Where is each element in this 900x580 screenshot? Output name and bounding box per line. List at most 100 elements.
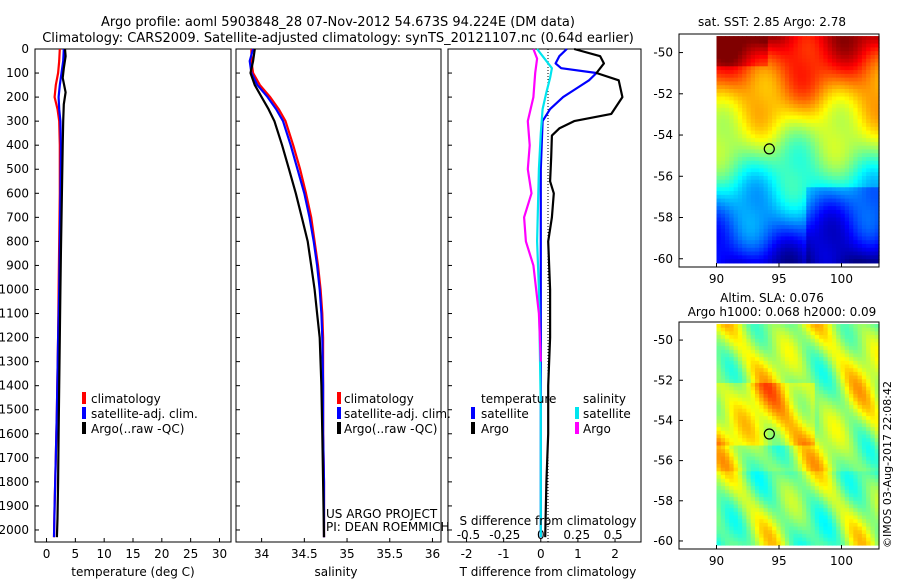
- heatmap-cell: [780, 335, 786, 340]
- heatmap-cell: [780, 85, 786, 90]
- heatmap-cell: [874, 92, 880, 98]
- heatmap-cell: [857, 81, 863, 86]
- heatmap-cell: [810, 66, 816, 71]
- heatmap-cell: [733, 522, 739, 528]
- heatmap-cell: [831, 478, 837, 483]
- heatmap-cell: [831, 537, 837, 542]
- heatmap-cell: [802, 240, 807, 245]
- heatmap-cell: [874, 408, 880, 413]
- heatmap-cell: [746, 247, 752, 253]
- heatmap-cell: [819, 430, 825, 436]
- heatmap-cell: [720, 533, 726, 539]
- heatmap-cell: [819, 408, 825, 413]
- heatmap-cell: [866, 342, 872, 347]
- heatmap-cell: [840, 153, 846, 158]
- heatmap-cell: [844, 379, 850, 384]
- heatmap-cell: [853, 526, 859, 531]
- heatmap-cell: [729, 145, 735, 151]
- heatmap-cell: [780, 478, 786, 483]
- heatmap-cell: [759, 519, 765, 524]
- heatmap-cell: [720, 217, 726, 222]
- heatmap-cell: [844, 493, 850, 498]
- heatmap-cell: [793, 386, 799, 391]
- heatmap-cell: [810, 43, 816, 48]
- heatmap-cell: [844, 471, 850, 476]
- heatmap-cell: [797, 460, 803, 465]
- heatmap-cell: [819, 397, 825, 402]
- heatmap-cell: [737, 243, 743, 249]
- heatmap-cell: [857, 511, 863, 517]
- heatmap-cell: [784, 331, 790, 336]
- heatmap-cell: [725, 92, 730, 98]
- heatmap-cell: [836, 460, 842, 465]
- heatmap-cell: [742, 486, 748, 491]
- heatmap-cell: [759, 217, 765, 222]
- heatmap-cell: [776, 138, 782, 143]
- heatmap-cell: [844, 441, 850, 447]
- heatmap-cell: [789, 66, 795, 71]
- heatmap-cell: [780, 434, 786, 439]
- heatmap-cell: [754, 104, 760, 109]
- heatmap-cell: [776, 240, 782, 245]
- heatmap-cell: [784, 153, 790, 158]
- heatmap-cell: [831, 66, 837, 71]
- heatmap-cell: [716, 217, 722, 222]
- heatmap-cell: [849, 497, 854, 502]
- heatmap-cell: [870, 405, 876, 410]
- heatmap-cell: [733, 130, 739, 135]
- heatmap-cell: [853, 175, 859, 181]
- heatmap-cell: [840, 371, 846, 377]
- heatmap-cell: [759, 401, 765, 406]
- heatmap-cell: [823, 255, 829, 260]
- heatmap-cell: [797, 331, 803, 336]
- heatmap-cell: [737, 412, 743, 417]
- heatmap-cell: [823, 497, 829, 502]
- heatmap-cell: [819, 70, 825, 75]
- heatmap-cell: [750, 497, 756, 502]
- heatmap-cell: [823, 371, 829, 377]
- heatmap-cell: [831, 449, 837, 454]
- heatmap-cell: [759, 134, 765, 139]
- heatmap-cell: [725, 62, 730, 67]
- heatmap-cell: [733, 225, 739, 230]
- heatmap-cell: [823, 508, 829, 513]
- heatmap-cell: [716, 228, 722, 234]
- heatmap-cell: [810, 243, 816, 249]
- heatmap-cell: [802, 519, 807, 524]
- heatmap-cell: [784, 452, 790, 458]
- heatmap-cell: [763, 81, 769, 86]
- heatmap-cell: [729, 522, 735, 528]
- heatmap-cell: [823, 43, 829, 48]
- heatmap-cell: [754, 221, 760, 226]
- heatmap-cell: [772, 107, 777, 113]
- heatmap-cell: [780, 475, 786, 480]
- heatmap-cell: [780, 164, 786, 169]
- heatmap-cell: [836, 153, 842, 158]
- heatmap-cell: [733, 217, 739, 222]
- heatmap-cell: [733, 452, 739, 458]
- heatmap-cell: [810, 346, 816, 351]
- temperature-axes-frame: [34, 48, 232, 543]
- heatmap-cell: [853, 530, 859, 535]
- heatmap-cell: [772, 187, 777, 192]
- difference-legend: temperature salinity satellite Argo sate…: [471, 392, 631, 436]
- heatmap-cell: [870, 401, 876, 406]
- heatmap-cell: [827, 54, 833, 60]
- heatmap-cell: [763, 119, 769, 124]
- heatmap-cell: [840, 449, 846, 454]
- heatmap-cell: [750, 51, 756, 56]
- heatmap-cell: [742, 251, 748, 256]
- heatmap-cell: [819, 77, 825, 83]
- heatmap-cell: [802, 430, 807, 436]
- heatmap-cell: [754, 397, 760, 402]
- heatmap-cell: [767, 111, 773, 117]
- heatmap-cell: [827, 134, 833, 139]
- heatmap-cell: [789, 342, 795, 347]
- heatmap-cell: [733, 70, 739, 75]
- heatmap-cell: [720, 452, 726, 458]
- heatmap-cell: [750, 160, 756, 166]
- heatmap-cell: [844, 327, 850, 332]
- heatmap-cell: [725, 434, 730, 439]
- heatmap-cell: [763, 471, 769, 476]
- heatmap-cell: [823, 198, 829, 203]
